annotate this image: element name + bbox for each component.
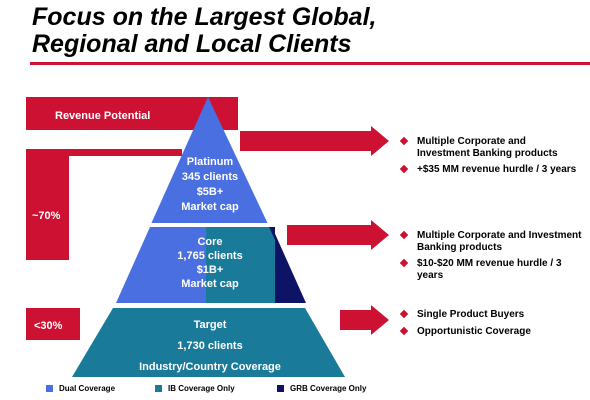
pct-high-label: ~70% — [32, 210, 61, 222]
diamond-bullet-icon — [399, 164, 409, 174]
platinum-tier-name: Platinum — [187, 156, 234, 168]
arrow-platinum — [240, 126, 389, 156]
page-title: Focus on the Largest Global, Regional an… — [32, 4, 376, 58]
revenue-potential-label: Revenue Potential — [55, 110, 150, 122]
bullet-item: Multiple Corporate and Investment Bankin… — [399, 136, 580, 159]
pct-low-bracket — [26, 308, 80, 340]
bullet-item: $10-$20 MM revenue hurdle / 3 years — [399, 258, 586, 281]
diamond-bullet-icon — [399, 258, 409, 268]
title-divider — [30, 62, 590, 65]
pyramid-tier-platinum — [151, 97, 268, 224]
core-market-cap: $1B+ — [197, 264, 224, 276]
bullet-item: Single Product Buyers — [399, 309, 580, 321]
arrow-core — [287, 220, 389, 250]
core-client-count: 1,765 clients — [177, 250, 242, 262]
core-tier-name: Core — [197, 236, 222, 248]
pct-high-bracket — [26, 149, 182, 260]
target-coverage-label: Industry/Country Coverage — [139, 361, 281, 373]
pct-low-label: <30% — [34, 320, 63, 332]
legend-swatch — [46, 384, 53, 392]
platinum-bullets: Multiple Corporate and Investment Bankin… — [399, 136, 580, 181]
arrow-target — [340, 305, 389, 335]
core-market-cap-label: Market cap — [181, 278, 239, 290]
diamond-bullet-icon — [399, 230, 409, 240]
target-client-count: 1,730 clients — [177, 340, 242, 352]
legend-dual-coverage: Dual Coverage — [46, 381, 115, 395]
platinum-market-cap-label: Market cap — [181, 201, 239, 213]
target-bullets: Single Product Buyers Opportunistic Cove… — [399, 309, 580, 342]
diamond-bullet-icon — [399, 326, 409, 335]
pyramid-core-grb-fill — [272, 227, 306, 303]
core-bullets: Multiple Corporate and Investment Bankin… — [399, 230, 586, 286]
bullet-item: Multiple Corporate and Investment Bankin… — [399, 230, 586, 253]
pyramid-core-dual-segment — [116, 227, 206, 303]
title-line-2: Regional and Local Clients — [32, 30, 352, 58]
platinum-market-cap: $5B+ — [197, 186, 224, 198]
platinum-client-count: 345 clients — [182, 171, 238, 183]
diamond-bullet-icon — [399, 136, 409, 146]
pyramid-tier-target — [72, 308, 345, 377]
bullet-item: Opportunistic Coverage — [399, 326, 580, 338]
legend-ib-coverage: IB Coverage Only — [155, 381, 235, 395]
diamond-bullet-icon — [399, 309, 409, 319]
title-line-1: Focus on the Largest Global, — [32, 3, 377, 31]
revenue-potential-banner — [26, 97, 238, 130]
target-tier-name: Target — [194, 319, 227, 331]
legend-swatch — [277, 384, 284, 392]
pyramid-core-ib-segment — [206, 227, 275, 303]
legend-grb-coverage: GRB Coverage Only — [277, 381, 366, 395]
legend-swatch — [155, 384, 162, 392]
bullet-item: +$35 MM revenue hurdle / 3 years — [399, 164, 580, 176]
